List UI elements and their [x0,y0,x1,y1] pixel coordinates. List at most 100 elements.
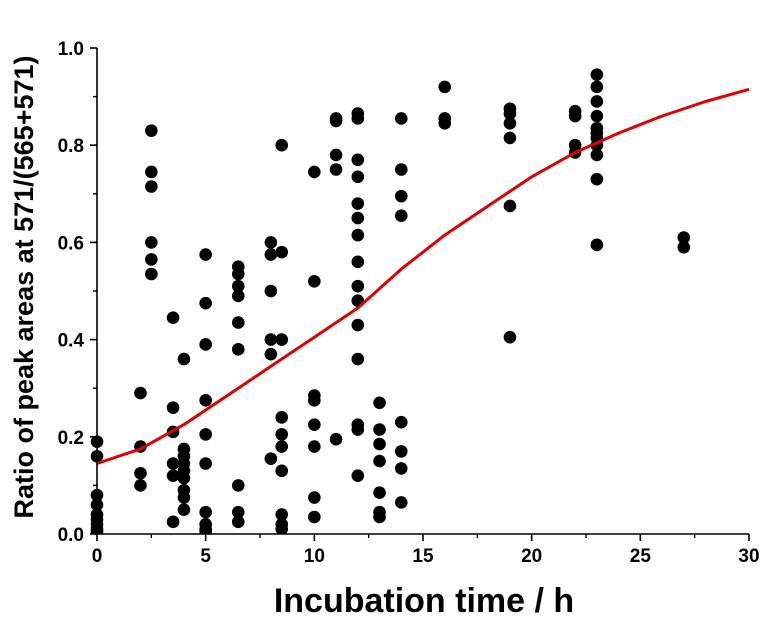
data-point [166,311,180,325]
data-point [308,394,321,407]
data-point [590,148,604,162]
data-point [199,505,212,519]
data-point [590,95,604,108]
data-point [351,197,365,210]
data-point [503,330,517,344]
x-tick-label: 0 [92,546,103,567]
data-point [329,114,343,128]
data-point [590,109,604,123]
y-tick-label: 0.6 [58,233,84,254]
data-point [199,428,212,441]
data-point [503,117,517,130]
data-point [145,236,158,249]
data-point [199,457,212,470]
data-point [145,253,158,266]
data-point [503,199,517,213]
y-tick-label: 0.4 [58,331,85,352]
data-point [264,333,278,346]
data-point [394,415,408,429]
data-point [351,211,365,225]
data-point [264,236,278,249]
data-point [231,316,245,329]
x-tick-label: 5 [200,546,211,567]
data-point [199,525,212,534]
data-point [275,440,289,453]
data-point [275,245,289,259]
data-point [145,267,158,281]
data-point [438,117,452,130]
data-point [677,231,691,244]
data-point [231,479,245,492]
x-tick-label: 25 [630,546,652,567]
data-point [199,296,212,310]
data-point [231,515,245,529]
y-tick-label: 0.8 [58,136,84,157]
data-point [351,318,365,332]
data-point [308,440,321,453]
data-point [373,486,386,499]
data-point [177,503,191,516]
data-point [134,479,147,492]
data-point [351,228,365,242]
data-point [134,386,147,400]
data-point [503,107,517,120]
data-point [351,352,365,366]
y-tick-label: 0.2 [58,428,84,449]
data-point [438,80,452,94]
axes: 0 5 10 15 20 25 30 0.0 0.2 0.4 0.6 0.8 1.0 [58,39,760,567]
data-point [373,510,386,524]
data-point [231,505,245,519]
data-point [145,180,158,193]
data-point [308,165,321,179]
data-point [145,165,158,179]
y-tick-label: 1.0 [58,39,84,60]
data-point [351,469,365,482]
data-point [264,347,278,361]
data-point [329,163,343,176]
data-point [166,469,180,482]
fit-curve [96,87,750,465]
plot-area [90,68,750,534]
data-point [590,68,604,82]
data-point [177,471,191,485]
data-point [351,112,365,125]
data-point [231,267,245,281]
data-point [373,396,386,410]
data-point [394,445,408,458]
y-axis-title: Ratio of peak areas at 571/(565+571) [9,55,39,518]
data-point [166,401,180,414]
x-axis-title: Incubation time / h [274,582,574,620]
data-point [394,189,408,203]
x-tick-label: 10 [304,546,325,567]
data-point [134,466,147,480]
data-point [351,255,365,269]
data-point [177,352,191,366]
data-point [329,148,343,162]
data-point [394,209,408,222]
data-point [199,338,212,351]
y-tick-label: 0.0 [58,525,84,546]
data-point [503,131,517,145]
data-point [590,80,604,94]
data-point [394,496,408,509]
data-point [231,289,245,303]
data-point [166,515,180,529]
data-point [199,394,212,407]
data-point [275,508,289,521]
data-point [264,452,278,465]
x-tick-label: 20 [521,546,542,567]
data-point [231,343,245,356]
data-point [351,170,365,184]
data-point [177,491,191,504]
data-point [275,138,289,152]
data-point [199,248,212,261]
data-point [231,279,245,293]
data-point [275,464,289,478]
data-point [329,432,343,446]
data-point [351,153,365,167]
data-point [590,238,604,252]
data-point [351,423,365,436]
data-point [308,510,321,524]
data-point [677,240,691,254]
